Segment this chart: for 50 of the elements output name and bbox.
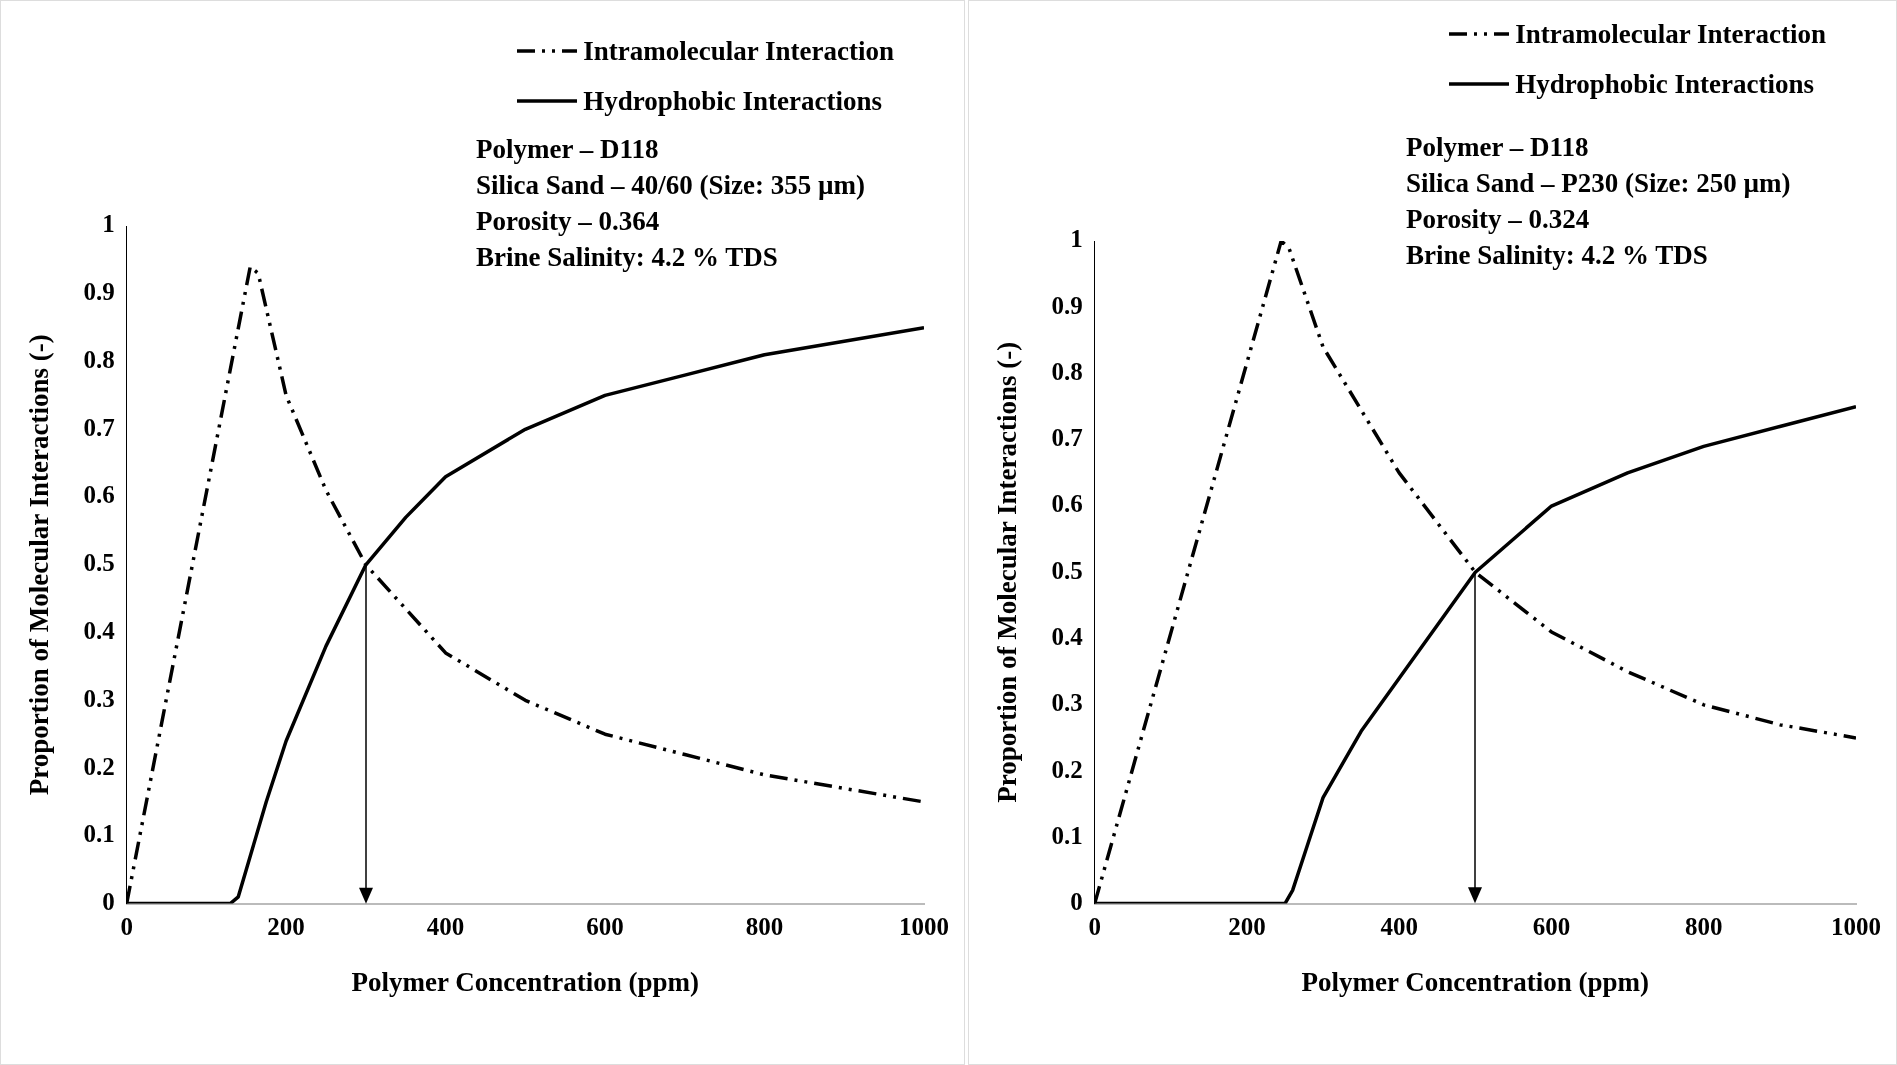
x-tick-label: 200 [267,913,305,941]
y-tick-label: 0.9 [83,278,115,306]
x-tick-label: 0 [120,913,133,941]
y-tick-label: 1 [1070,225,1083,253]
annotation: Brine Salinity: 4.2 % TDS [476,241,779,274]
y-tick-label: 0.2 [83,752,115,780]
text: Polymer – D118 [476,133,660,166]
x-axis-title: Polymer Concentration (ppm) [351,966,700,997]
y-tick-label: 0.3 [1051,689,1083,717]
y-tick-label: 0.2 [1051,755,1083,783]
y-tick-label: 0.8 [1051,357,1083,385]
x-tick-label: 600 [1532,913,1571,941]
y-tick-label: 0.1 [1051,821,1083,849]
legend-label: Intramolecular Interaction [1515,18,1826,51]
y-tick-label: 0.6 [1051,490,1083,518]
x-tick-label: 200 [1228,913,1266,941]
y-tick-label: 0 [102,888,115,916]
y-tick-label: 0.9 [1051,291,1083,319]
annotation: Porosity – 0.364 [476,205,661,238]
legend-label: Hydrophobic Interactions [1515,68,1815,101]
x-tick-label: 0 [1088,913,1101,941]
annotation: Brine Salinity: 4.2 % TDS [1406,239,1709,272]
x-tick-label: 1000 [899,913,949,941]
x-tick-label: 400 [426,913,465,941]
y-axis-title: Proportion of Molecular Interactions (-) [24,334,55,796]
y-axis-title: Proportion of Molecular Interactions (-) [992,341,1023,803]
y-tick-label: 0.5 [83,549,115,577]
y-tick-label: 0.8 [83,345,115,373]
y-tick-label: 1 [102,210,115,238]
x-tick-label: 600 [586,913,624,941]
legend-label: Hydrophobic Interactions [583,85,883,118]
y-tick-label: 0.6 [83,481,115,509]
y-tick-label: 0.7 [83,413,115,441]
y-tick-label: 0 [1070,888,1083,916]
y-tick-label: 0.3 [83,684,115,712]
x-tick-label: 800 [1684,913,1723,941]
y-tick-label: 0.4 [1051,623,1084,651]
y-tick-label: 0.1 [83,820,115,848]
text: Porosity – 0.324 [1406,203,1591,236]
y-tick-label: 0.5 [1051,556,1083,584]
x-tick-label: 1000 [1831,913,1881,941]
text: Silica Sand – P230 (Size: 250 µm) [1406,167,1791,200]
x-axis-title: Polymer Concentration (ppm) [1301,966,1650,997]
text: Polymer – D118 [1406,131,1590,164]
y-tick-label: 0.7 [1051,424,1083,452]
legend-label: Intramolecular Interaction [583,35,894,68]
x-tick-label: 800 [745,913,784,941]
y-tick-label: 0.4 [83,617,116,645]
text: Silica Sand – 40/60 (Size: 355 µm) [476,169,866,202]
x-tick-label: 400 [1380,913,1418,941]
